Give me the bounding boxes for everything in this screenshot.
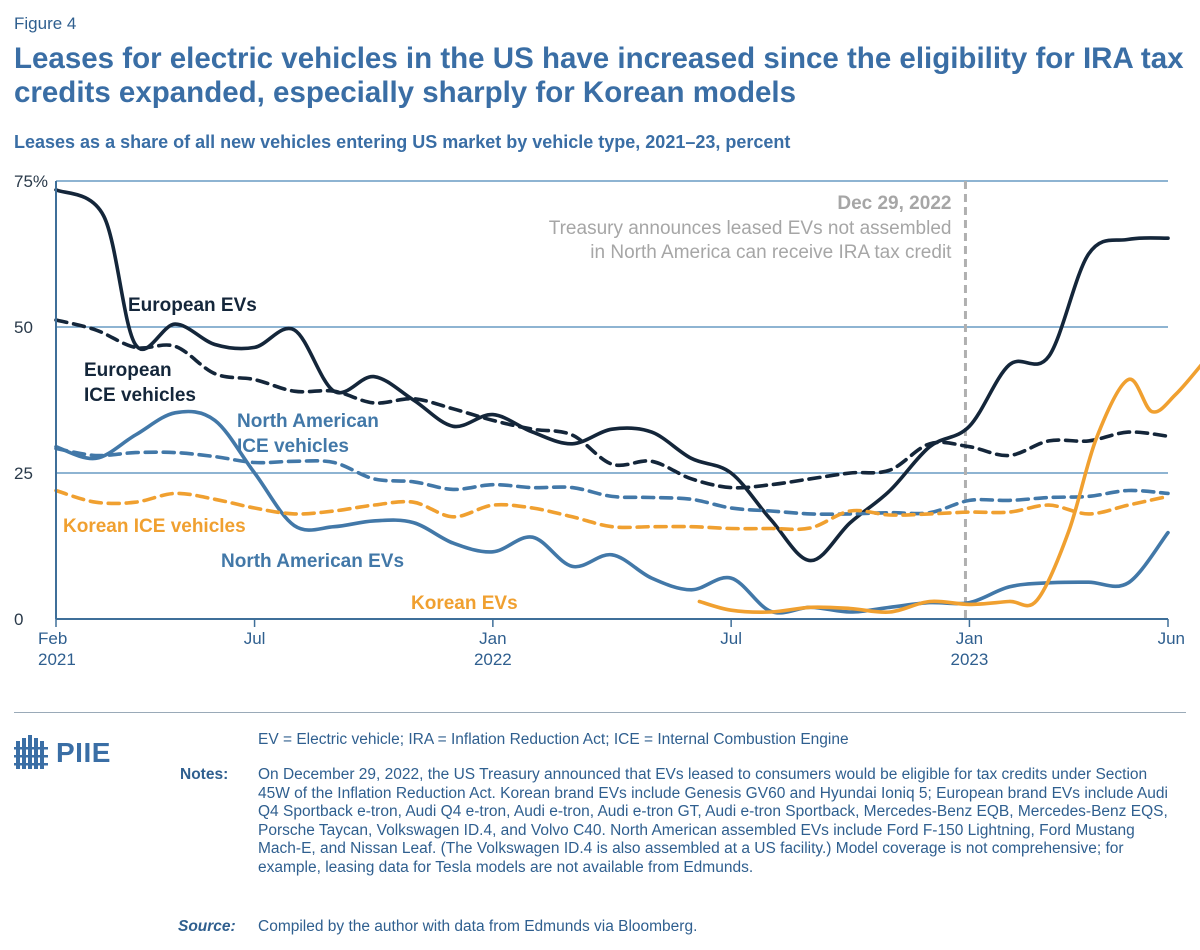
x-tick-label: Jan [479, 629, 506, 648]
x-tick-year-label: 2022 [474, 650, 512, 669]
notes-text: On December 29, 2022, the US Treasury an… [258, 766, 1168, 876]
notes-label: Notes: [180, 766, 229, 783]
label-european-evs: European EVs [128, 295, 257, 316]
source-text: Compiled by the author with data from Ed… [258, 918, 698, 935]
label-na-ice-line1: North American [237, 411, 379, 432]
x-tick-label: Feb [38, 629, 67, 648]
annotation-group: Dec 29, 2022 Treasury announces leased EV… [549, 181, 967, 619]
x-tick-label: Jan [956, 629, 983, 648]
label-na-ice-line2: ICE vehicles [237, 436, 349, 457]
series-labels: European EVs European ICE vehicles North… [63, 295, 518, 614]
series-line-korean-ice-vehicles [54, 488, 1170, 532]
source-label: Source: [178, 918, 236, 935]
label-european-ice-line2: ICE vehicles [84, 385, 196, 406]
gridlines [56, 180, 1168, 474]
label-korean-ice: Korean ICE vehicles [63, 516, 246, 537]
label-na-evs: North American EVs [221, 551, 404, 572]
annotation-text-line1: Treasury announces leased EVs not assemb… [549, 218, 952, 239]
y-tick-label: 50 [14, 318, 33, 337]
series-group [54, 188, 1200, 615]
chart-subtitle: Leases as a share of all new vehicles en… [14, 132, 791, 152]
series-line-north-american-evs [54, 409, 1170, 615]
building-icon [14, 735, 48, 769]
figure-label: Figure 4 [14, 14, 77, 33]
x-tick-label: Jul [244, 629, 266, 648]
label-european-ice-line1: European [84, 360, 172, 381]
label-korean-evs: Korean EVs [411, 593, 518, 614]
series-line-north-american-ice-vehicles [54, 446, 1170, 516]
y-tick-label: 75% [14, 172, 48, 191]
axis-group: 0 25 50 75% Feb 2021 Jul Jan 2022 Jul Jan 2023 Jun [14, 172, 1185, 669]
x-tick-label: Jun [1158, 629, 1185, 648]
y-tick-label: 0 [14, 610, 23, 629]
annotation-text-line2: in North America can receive IRA tax cre… [590, 242, 952, 263]
line-chart: Dec 29, 2022 Treasury announces leased EV… [14, 172, 1200, 669]
series-line-korean-evs [697, 363, 1200, 615]
x-tick-year-label: 2021 [38, 650, 76, 669]
x-tick-label: Jul [720, 629, 742, 648]
logo-text: PIIE [56, 737, 111, 768]
abbreviations: EV = Electric vehicle; IRA = Inflation R… [258, 731, 849, 748]
series-line-european-ice-vehicles [54, 318, 1170, 490]
annotation-date: Dec 29, 2022 [837, 193, 951, 214]
series-line-european-evs [54, 188, 1170, 563]
footer-divider [14, 712, 1186, 713]
x-tick-year-label: 2023 [951, 650, 989, 669]
chart-title: Leases for electric vehicles in the US h… [14, 42, 1184, 109]
piie-logo: PIIE [14, 733, 111, 773]
y-tick-label: 25 [14, 464, 33, 483]
